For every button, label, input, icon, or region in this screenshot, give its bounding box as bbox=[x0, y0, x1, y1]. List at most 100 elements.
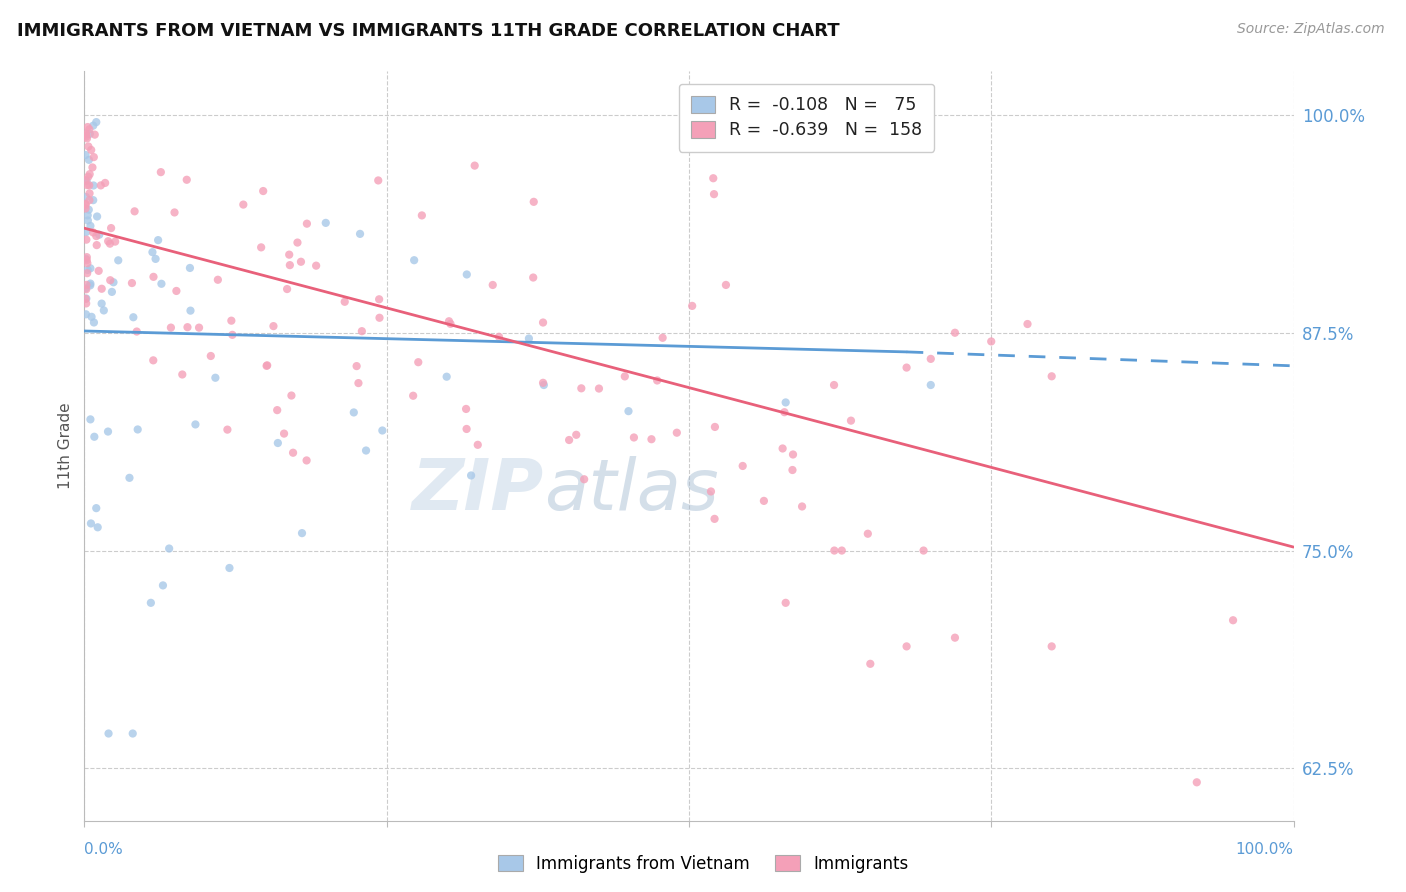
Point bbox=[645, 374, 668, 388]
Point bbox=[163, 205, 186, 219]
Point bbox=[86, 229, 108, 244]
Point bbox=[184, 417, 207, 432]
Point bbox=[772, 442, 794, 456]
Point bbox=[221, 314, 243, 328]
Point bbox=[456, 422, 478, 436]
Point bbox=[204, 370, 226, 384]
Point bbox=[839, 414, 862, 428]
Point bbox=[572, 472, 595, 486]
Point bbox=[354, 443, 377, 458]
Point bbox=[149, 165, 172, 179]
Point bbox=[82, 161, 104, 175]
Point bbox=[75, 282, 97, 296]
Point bbox=[1040, 369, 1063, 384]
Point bbox=[97, 726, 120, 740]
Text: Source: ZipAtlas.com: Source: ZipAtlas.com bbox=[1237, 22, 1385, 37]
Point bbox=[752, 494, 775, 508]
Point bbox=[75, 307, 97, 321]
Point bbox=[83, 128, 105, 142]
Point bbox=[347, 376, 370, 390]
Point bbox=[200, 349, 222, 363]
Point bbox=[145, 252, 167, 266]
Point bbox=[160, 320, 183, 334]
Point bbox=[651, 331, 673, 345]
Text: 100.0%: 100.0% bbox=[1236, 841, 1294, 856]
Point bbox=[267, 436, 290, 450]
Point bbox=[157, 541, 180, 556]
Point bbox=[93, 303, 115, 318]
Point bbox=[152, 578, 174, 592]
Point bbox=[218, 561, 240, 575]
Point bbox=[84, 115, 107, 129]
Point bbox=[488, 330, 510, 344]
Point bbox=[714, 277, 737, 292]
Point bbox=[700, 484, 723, 499]
Point bbox=[782, 463, 804, 477]
Point bbox=[103, 275, 125, 289]
Point bbox=[172, 368, 194, 382]
Point bbox=[76, 120, 98, 134]
Point bbox=[176, 320, 198, 334]
Point bbox=[252, 184, 274, 198]
Point bbox=[367, 173, 389, 187]
Point bbox=[76, 253, 98, 268]
Point bbox=[75, 292, 97, 306]
Point bbox=[368, 293, 391, 307]
Point bbox=[920, 351, 942, 366]
Point bbox=[681, 299, 703, 313]
Point bbox=[80, 143, 103, 157]
Point bbox=[315, 216, 337, 230]
Point bbox=[127, 422, 149, 436]
Point bbox=[333, 294, 356, 309]
Point bbox=[406, 355, 429, 369]
Point bbox=[1017, 317, 1039, 331]
Point bbox=[980, 334, 1002, 349]
Point bbox=[139, 596, 162, 610]
Point bbox=[290, 254, 312, 268]
Point bbox=[150, 277, 173, 291]
Point bbox=[83, 316, 105, 330]
Point bbox=[118, 471, 141, 485]
Point bbox=[76, 178, 98, 193]
Point bbox=[77, 139, 100, 153]
Point bbox=[75, 190, 97, 204]
Point bbox=[943, 631, 966, 645]
Point bbox=[287, 235, 309, 250]
Point bbox=[831, 543, 853, 558]
Point bbox=[79, 127, 101, 141]
Point bbox=[702, 171, 724, 186]
Point bbox=[86, 238, 108, 252]
Point bbox=[859, 657, 882, 671]
Point bbox=[295, 453, 318, 467]
Point bbox=[76, 266, 98, 280]
Point bbox=[82, 226, 104, 240]
Point bbox=[588, 382, 610, 396]
Point bbox=[165, 284, 187, 298]
Point bbox=[98, 236, 121, 251]
Point bbox=[460, 468, 482, 483]
Point bbox=[613, 369, 636, 384]
Point bbox=[84, 501, 107, 516]
Point bbox=[531, 316, 554, 330]
Point bbox=[76, 208, 98, 222]
Point bbox=[83, 430, 105, 444]
Point bbox=[75, 277, 97, 292]
Point bbox=[86, 210, 108, 224]
Point bbox=[76, 213, 98, 227]
Point bbox=[122, 310, 145, 325]
Point bbox=[467, 438, 489, 452]
Point bbox=[75, 129, 97, 144]
Text: 0.0%: 0.0% bbox=[84, 841, 124, 856]
Text: ZIP: ZIP bbox=[412, 457, 544, 525]
Point bbox=[404, 253, 426, 268]
Point bbox=[89, 227, 111, 242]
Point bbox=[124, 204, 146, 219]
Point bbox=[75, 148, 97, 162]
Text: atlas: atlas bbox=[544, 457, 718, 525]
Point bbox=[1040, 640, 1063, 654]
Point bbox=[221, 327, 243, 342]
Point bbox=[437, 314, 460, 328]
Point bbox=[188, 320, 211, 334]
Point bbox=[75, 233, 97, 247]
Point bbox=[217, 423, 239, 437]
